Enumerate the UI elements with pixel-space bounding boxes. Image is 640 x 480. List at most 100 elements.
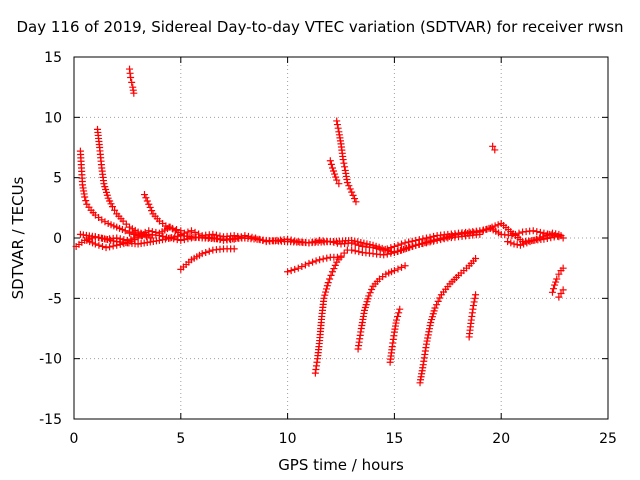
data-point (82, 197, 90, 205)
data-point (437, 236, 445, 244)
data-point (366, 289, 374, 297)
data-point (552, 278, 560, 286)
data-point (532, 235, 540, 243)
y-tick-label: 15 (44, 50, 62, 66)
data-point (187, 227, 195, 235)
data-point (360, 239, 368, 247)
y-tick-label: 10 (44, 110, 62, 126)
data-point (552, 230, 560, 238)
x-tick-label: 5 (176, 431, 185, 447)
data-point (394, 247, 402, 255)
data-point (337, 252, 345, 260)
data-point (330, 167, 338, 175)
data-point (351, 247, 359, 255)
data-point (536, 234, 544, 242)
data-point (393, 316, 401, 324)
data-point (523, 239, 531, 247)
data-point (412, 241, 420, 249)
data-point (494, 221, 502, 229)
data-point (165, 234, 173, 242)
data-point (322, 288, 330, 296)
data-point (320, 294, 328, 302)
data-point (357, 238, 365, 246)
data-point (513, 241, 521, 249)
data-point (319, 255, 327, 263)
data-point (234, 232, 242, 240)
data-point (529, 227, 537, 235)
data-point (354, 238, 362, 246)
data-point (548, 288, 556, 296)
data-point (237, 233, 245, 241)
data-point (352, 198, 360, 206)
data-point (312, 257, 320, 265)
data-point (401, 262, 409, 270)
data-point (294, 264, 302, 272)
data-point (327, 160, 335, 168)
data-point (205, 247, 213, 255)
data-point (405, 244, 413, 252)
data-point (340, 159, 348, 167)
data-point (339, 156, 347, 164)
data-point (162, 235, 170, 243)
data-point (309, 258, 317, 266)
data-point (348, 236, 356, 244)
data-point (333, 117, 341, 125)
data-point (173, 226, 181, 234)
data-point (349, 191, 357, 199)
data-point (425, 325, 433, 333)
data-point (333, 121, 341, 129)
data-point (81, 193, 89, 201)
data-point (94, 233, 102, 241)
data-point (209, 230, 217, 238)
data-point (98, 242, 106, 250)
data-point (536, 228, 544, 236)
data-point (143, 232, 151, 240)
y-axis-label: SDTVAR / TECUs (9, 176, 27, 300)
data-point (145, 200, 153, 208)
y-tick-label: -5 (48, 291, 62, 307)
data-point (363, 240, 371, 248)
data-point (140, 191, 148, 199)
data-point (401, 245, 409, 253)
data-point (551, 281, 559, 289)
data-point (331, 261, 339, 269)
data-point (316, 256, 324, 264)
data-point (162, 222, 170, 230)
chart-title: Day 116 of 2019, Sidereal Day-to-day VTE… (16, 18, 624, 36)
data-point (130, 89, 138, 97)
data-point (380, 251, 388, 259)
data-point (202, 248, 210, 256)
data-point (559, 264, 567, 272)
data-point (526, 238, 534, 246)
data-point (489, 142, 497, 150)
data-point (152, 228, 160, 236)
data-point (97, 234, 105, 242)
data-point (482, 226, 490, 234)
data-point (485, 224, 493, 232)
data-point (291, 265, 299, 273)
data-point (101, 235, 109, 243)
data-point (491, 146, 499, 154)
data-point (345, 182, 353, 190)
data-point (408, 242, 416, 250)
data-point (381, 245, 389, 253)
data-point (507, 239, 515, 247)
data-point (351, 195, 359, 203)
data-point (305, 259, 313, 267)
data-point (488, 223, 496, 231)
data-point (553, 275, 561, 283)
data-point (165, 223, 173, 231)
data-point (351, 237, 359, 245)
data-point (394, 265, 402, 273)
data-point (284, 268, 292, 276)
data-point (436, 294, 444, 302)
data-point (548, 229, 556, 237)
data-point (326, 275, 334, 283)
data-point (148, 228, 156, 236)
data-point (131, 236, 139, 244)
data-point (368, 285, 376, 293)
data-point (426, 322, 434, 330)
data-point (334, 124, 342, 132)
y-tick-label: 0 (53, 231, 62, 247)
